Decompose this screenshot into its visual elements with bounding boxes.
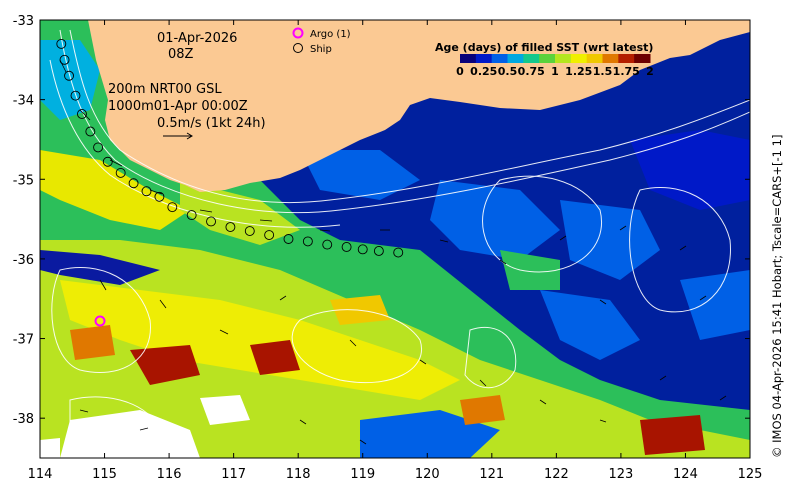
x-tick-label: 119 — [350, 467, 375, 482]
y-tick-label: -34 — [13, 94, 34, 109]
ship-marker — [373, 245, 384, 256]
colorbar-tick-label: 1 — [551, 65, 559, 78]
ship-marker — [70, 90, 81, 101]
vector-scale-arrow — [163, 132, 193, 140]
y-axis: -33 -34 -35 -36 -37 -38 — [13, 14, 750, 427]
ship-marker — [64, 70, 74, 81]
x-tick-label: 115 — [92, 467, 117, 482]
ship-marker — [85, 126, 96, 137]
ship-marker — [283, 234, 294, 244]
ship-marker — [264, 230, 275, 240]
colorbar-tick-label: 1.25 — [565, 65, 592, 78]
y-tick-label: -36 — [13, 253, 34, 268]
colorbar-swatch — [634, 54, 651, 63]
ship-marker — [322, 239, 333, 250]
ship-marker — [206, 216, 216, 227]
x-tick-label: 114 — [28, 467, 53, 482]
argo-markers — [94, 315, 106, 327]
isobath-contours — [49, 29, 750, 454]
colorbar-swatch — [523, 54, 540, 63]
depth-label-1000m: 1000m01-Apr 00:00Z — [108, 99, 248, 114]
depth-label-200m: 200m NRT00 GSL — [108, 82, 222, 97]
colorbar-swatch — [491, 54, 508, 63]
y-tick-label: -37 — [13, 333, 34, 348]
x-tick-label: 123 — [608, 467, 633, 482]
ship-marker — [393, 247, 404, 258]
ship-legend-label: Ship — [310, 44, 332, 55]
colorbar-tick-label: 0.25 — [470, 65, 497, 78]
x-tick-label: 124 — [673, 467, 698, 482]
ship-marker — [167, 202, 178, 213]
colorbar-tick-label: 1.75 — [613, 65, 640, 78]
vector-scale-label: 0.5m/s (1kt 24h) — [157, 116, 266, 131]
x-tick-label: 125 — [738, 467, 763, 482]
colorbar-swatch — [570, 54, 588, 63]
colorbar-title: Age (days) of filled SST (wrt latest) — [435, 41, 653, 54]
argo-legend-icon — [292, 27, 304, 39]
ship-marker — [59, 54, 70, 65]
colorbar-swatch — [602, 54, 619, 63]
x-tick-label: 122 — [544, 467, 569, 482]
x-tick-label: 121 — [479, 467, 504, 482]
y-tick-label: -33 — [13, 14, 34, 29]
colorbar — [460, 54, 651, 63]
plot-frame — [39, 19, 751, 459]
ship-marker — [244, 226, 255, 236]
y-tick-label: -35 — [13, 173, 34, 188]
colorbar-swatch — [539, 54, 556, 63]
colorbar-swatch — [586, 54, 603, 63]
ship-marker — [154, 191, 165, 202]
ship-marker — [225, 222, 236, 233]
current-vectors — [59, 59, 727, 445]
ship-marker — [302, 236, 313, 247]
colorbar-swatch — [507, 54, 524, 63]
colorbar-tick-label: 2 — [646, 65, 654, 78]
colorbar-swatch — [475, 54, 493, 63]
argo-float-marker — [94, 315, 106, 327]
ship-markers — [56, 38, 404, 258]
colorbar-tick-label: 0.5 — [498, 65, 518, 78]
ship-marker — [357, 244, 368, 255]
colorbar-ticks: 0 0.25 0.5 0.75 1 1.25 1.5 1.75 2 — [456, 65, 654, 78]
x-tick-label: 116 — [157, 467, 182, 482]
ship-marker — [141, 186, 152, 197]
header-date: 01-Apr-2026 — [157, 31, 237, 46]
sst-age-field — [40, 20, 750, 458]
colorbar-swatch — [618, 54, 635, 63]
x-tick-label: 120 — [415, 467, 440, 482]
ship-marker — [115, 167, 126, 178]
colorbar-swatch — [555, 54, 572, 63]
ship-marker — [56, 38, 67, 49]
ship-marker — [341, 242, 352, 252]
y-tick-label: -38 — [13, 412, 34, 427]
credit-text: © IMOS 04-Apr-2026 15:41 Hobart; Tscale=… — [770, 135, 784, 458]
x-tick-label: 118 — [286, 467, 311, 482]
argo-legend-label: Argo (1) — [310, 29, 351, 40]
ship-marker — [93, 142, 104, 153]
x-tick-label: 117 — [221, 467, 246, 482]
ship-legend-icon — [293, 43, 303, 53]
ship-marker — [77, 109, 87, 119]
colorbar-swatch — [460, 54, 477, 63]
colorbar-tick-label: 0.75 — [518, 65, 545, 78]
ship-marker — [128, 178, 139, 189]
ship-marker — [102, 156, 113, 167]
x-axis: 114 115 116 117 118 119 120 121 122 123 124 125 — [28, 20, 763, 482]
colorbar-tick-label: 0 — [456, 65, 464, 78]
colorbar-tick-label: 1.5 — [593, 65, 613, 78]
header-time: 08Z — [168, 47, 194, 62]
ship-marker — [186, 210, 197, 221]
